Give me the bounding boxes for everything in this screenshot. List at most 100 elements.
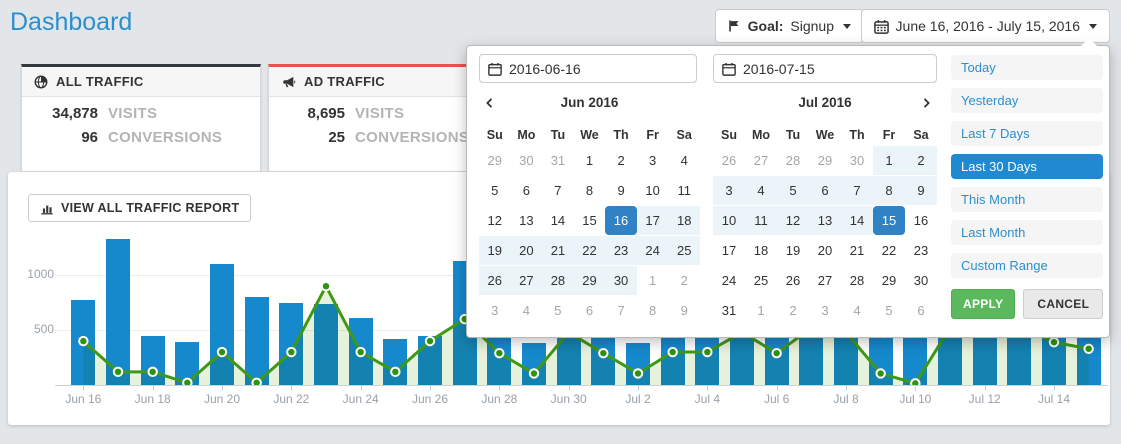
calendar-day[interactable]: 1: [757, 303, 765, 318]
calendar-day[interactable]: 19: [479, 236, 511, 265]
range-option-last-month[interactable]: Last Month: [951, 220, 1103, 245]
start-date-field[interactable]: [479, 54, 697, 83]
calendar-day[interactable]: 7: [841, 176, 873, 205]
bar-jun-17[interactable]: [106, 239, 130, 385]
calendar-day[interactable]: 25: [753, 273, 769, 288]
calendar-day[interactable]: 4: [745, 176, 777, 205]
calendar-day[interactable]: 28: [849, 273, 865, 288]
apply-button[interactable]: APPLY: [951, 289, 1016, 319]
calendar-day[interactable]: 8: [585, 183, 594, 198]
calendar-day[interactable]: 18: [753, 243, 769, 258]
calendar-day[interactable]: 22: [881, 243, 897, 258]
calendar-day[interactable]: 5: [777, 176, 809, 205]
calendar-day[interactable]: 14: [841, 206, 873, 235]
calendar-day[interactable]: 7: [617, 303, 625, 318]
calendar-day[interactable]: 20: [817, 243, 833, 258]
calendar-day[interactable]: 29: [881, 273, 897, 288]
calendar-day[interactable]: 4: [853, 303, 861, 318]
calendar-day[interactable]: 13: [809, 206, 841, 235]
calendar-day[interactable]: 1: [585, 153, 594, 168]
calendar-day[interactable]: 24: [636, 236, 669, 265]
range-option-custom-range[interactable]: Custom Range: [951, 253, 1103, 278]
calendar-day[interactable]: 5: [491, 183, 499, 198]
calendar-day[interactable]: 17: [721, 243, 737, 258]
calendar-day[interactable]: 21: [849, 243, 865, 258]
calendar-day[interactable]: 23: [605, 236, 637, 265]
calendar-day[interactable]: 1: [649, 273, 657, 288]
view-all-traffic-report-button[interactable]: VIEW ALL TRAFFIC REPORT: [28, 194, 252, 222]
calendar-day[interactable]: 4: [522, 303, 530, 318]
calendar-day[interactable]: 8: [873, 176, 905, 205]
calendar-day[interactable]: 29: [817, 153, 833, 168]
calendar-day[interactable]: 3: [491, 303, 499, 318]
calendar-day[interactable]: 1: [873, 146, 905, 175]
range-option-this-month[interactable]: This Month: [951, 187, 1103, 212]
range-option-last-30-days[interactable]: Last 30 Days: [951, 154, 1103, 179]
calendar-day[interactable]: 27: [753, 153, 769, 168]
calendar-day[interactable]: 13: [519, 213, 534, 228]
end-date-input[interactable]: [743, 60, 928, 77]
calendar-day[interactable]: 26: [785, 273, 801, 288]
calendar-day[interactable]: 8: [649, 303, 657, 318]
calendar-day[interactable]: 28: [785, 153, 801, 168]
calendar-day[interactable]: 17: [636, 206, 669, 235]
calendar-day[interactable]: 19: [785, 243, 801, 258]
all-traffic-card[interactable]: ALL TRAFFIC 34,878 VISITS 96 CONVERSIONS: [21, 64, 261, 172]
calendar-day[interactable]: 18: [668, 206, 700, 235]
calendar-day[interactable]: 20: [510, 236, 543, 265]
calendar-day[interactable]: 28: [542, 266, 574, 295]
calendar-day[interactable]: 2: [617, 153, 625, 168]
calendar-day[interactable]: 16: [913, 213, 929, 228]
date-range-button[interactable]: June 16, 2016 - July 15, 2016: [860, 9, 1110, 43]
calendar-day[interactable]: 15: [873, 206, 905, 235]
calendar-day[interactable]: 4: [680, 153, 688, 168]
calendar-day[interactable]: 23: [913, 243, 929, 258]
calendar-day[interactable]: 30: [605, 266, 637, 295]
end-date-field[interactable]: [713, 54, 937, 83]
calendar-day[interactable]: 3: [649, 153, 657, 168]
calendar-day[interactable]: 16: [605, 206, 637, 235]
calendar-day[interactable]: 26: [721, 153, 737, 168]
calendar-day[interactable]: 15: [582, 213, 597, 228]
calendar-day[interactable]: 31: [550, 153, 566, 168]
calendar-day[interactable]: 6: [522, 183, 530, 198]
calendar-day[interactable]: 21: [542, 236, 574, 265]
calendar-day[interactable]: 2: [905, 146, 937, 175]
range-option-today[interactable]: Today: [951, 55, 1103, 80]
calendar-day[interactable]: 2: [680, 273, 688, 288]
calendar-day[interactable]: 9: [905, 176, 937, 205]
calendar-day[interactable]: 9: [617, 183, 625, 198]
cancel-button[interactable]: CANCEL: [1023, 289, 1104, 319]
calendar-day[interactable]: 10: [713, 206, 745, 235]
calendar-day[interactable]: 24: [721, 273, 737, 288]
calendar-day[interactable]: 22: [573, 236, 606, 265]
calendar-day[interactable]: 30: [913, 273, 929, 288]
bar-jun-21[interactable]: [244, 297, 269, 385]
calendar-day[interactable]: 25: [668, 236, 700, 265]
chevron-left-icon[interactable]: [479, 93, 501, 113]
start-date-input[interactable]: [509, 60, 688, 77]
calendar-day[interactable]: 11: [677, 183, 691, 198]
calendar-day[interactable]: 27: [817, 273, 833, 288]
range-option-last-7-days[interactable]: Last 7 Days: [951, 121, 1103, 146]
calendar-day[interactable]: 6: [809, 176, 841, 205]
range-option-yesterday[interactable]: Yesterday: [951, 88, 1103, 113]
chevron-right-icon[interactable]: [915, 93, 937, 113]
calendar-day[interactable]: 7: [554, 183, 562, 198]
calendar-day[interactable]: 6: [917, 303, 925, 318]
calendar-day[interactable]: 2: [789, 303, 797, 318]
calendar-day[interactable]: 3: [821, 303, 829, 318]
calendar-day[interactable]: 11: [745, 206, 777, 235]
calendar-day[interactable]: 26: [479, 266, 511, 295]
calendar-day[interactable]: 31: [721, 303, 737, 318]
calendar-day[interactable]: 29: [573, 266, 606, 295]
calendar-day[interactable]: 30: [849, 153, 865, 168]
calendar-day[interactable]: 27: [510, 266, 543, 295]
calendar-day[interactable]: 9: [680, 303, 688, 318]
calendar-day[interactable]: 12: [777, 206, 809, 235]
calendar-day[interactable]: 14: [550, 213, 566, 228]
calendar-day[interactable]: 5: [554, 303, 562, 318]
goal-selector-button[interactable]: Goal: Signup: [714, 9, 864, 43]
calendar-day[interactable]: 5: [885, 303, 893, 318]
calendar-day[interactable]: 29: [487, 153, 503, 168]
